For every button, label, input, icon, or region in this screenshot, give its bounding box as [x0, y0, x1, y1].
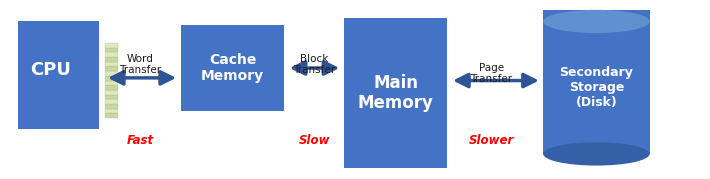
Bar: [105, 52, 118, 57]
Text: CPU: CPU: [30, 61, 71, 79]
Ellipse shape: [543, 142, 650, 166]
Bar: [105, 66, 118, 71]
Text: Cache
Memory: Cache Memory: [201, 53, 264, 83]
Bar: [105, 99, 118, 104]
Bar: [105, 48, 118, 52]
Text: Word
Transfer: Word Transfer: [119, 54, 162, 75]
Bar: [105, 104, 118, 109]
Bar: [105, 76, 118, 81]
Bar: [105, 81, 118, 85]
Text: Slow: Slow: [299, 134, 330, 147]
Bar: [105, 43, 118, 48]
Text: Main
Memory: Main Memory: [358, 74, 434, 112]
Bar: [105, 57, 118, 62]
Text: Page
Transfer: Page Transfer: [470, 63, 513, 84]
Text: Secondary
Storage
(Disk): Secondary Storage (Disk): [559, 66, 633, 109]
Bar: [105, 62, 118, 66]
Bar: [105, 109, 118, 113]
Bar: [105, 95, 118, 99]
Bar: [18, 21, 99, 129]
Ellipse shape: [543, 10, 650, 33]
Bar: [105, 71, 118, 76]
Bar: [105, 85, 118, 90]
Bar: [181, 25, 284, 111]
Text: Fast: Fast: [127, 134, 154, 147]
Bar: [543, 10, 650, 21]
Text: Slower: Slower: [469, 134, 514, 147]
Bar: [344, 18, 447, 168]
Bar: [543, 21, 650, 154]
Bar: [105, 90, 118, 95]
Text: Block
Transfer: Block Transfer: [293, 54, 336, 75]
Bar: [105, 113, 118, 118]
